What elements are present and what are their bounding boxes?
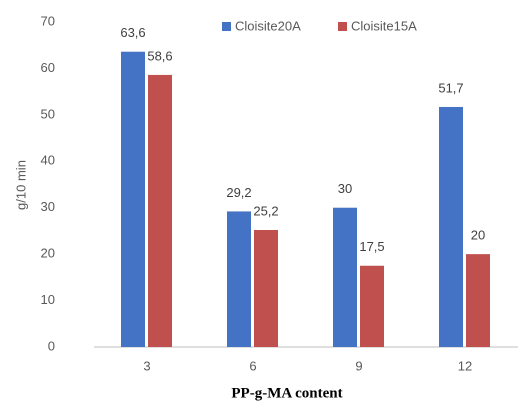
data-label: 30 bbox=[338, 181, 352, 196]
y-axis-title: g/10 min bbox=[13, 160, 28, 210]
legend-swatch bbox=[338, 22, 347, 31]
bar bbox=[148, 74, 172, 347]
y-tick-label: 70 bbox=[41, 13, 55, 28]
y-tick-label: 40 bbox=[41, 153, 55, 168]
bar bbox=[333, 207, 357, 347]
y-tick-label: 20 bbox=[41, 246, 55, 261]
y-tick-label: 30 bbox=[41, 199, 55, 214]
y-tick-label: 60 bbox=[41, 60, 55, 75]
data-label: 51,7 bbox=[438, 80, 463, 95]
bar bbox=[466, 254, 490, 347]
x-tick-label: 3 bbox=[143, 358, 150, 373]
data-label: 25,2 bbox=[253, 203, 278, 218]
bar bbox=[227, 211, 251, 347]
legend-swatch bbox=[222, 22, 231, 31]
data-label: 63,6 bbox=[120, 25, 145, 40]
data-label: 20 bbox=[471, 228, 485, 243]
bar bbox=[439, 106, 463, 347]
data-label: 58,6 bbox=[147, 48, 172, 63]
y-tick-label: 50 bbox=[41, 106, 55, 121]
x-axis-title: PP-g-MA content bbox=[231, 385, 342, 401]
data-label: 17,5 bbox=[359, 239, 384, 254]
y-tick-label: 10 bbox=[41, 292, 55, 307]
x-tick-label: 12 bbox=[458, 358, 472, 373]
data-label: 29,2 bbox=[226, 185, 251, 200]
x-tick-label: 9 bbox=[355, 358, 362, 373]
bar bbox=[360, 265, 384, 347]
legend-label: Cloisite20A bbox=[235, 18, 301, 33]
x-tick-label: 6 bbox=[249, 358, 256, 373]
bar bbox=[121, 51, 145, 347]
legend-label: Cloisite15A bbox=[351, 18, 417, 33]
y-tick-label: 0 bbox=[48, 338, 55, 353]
bar bbox=[254, 230, 278, 347]
